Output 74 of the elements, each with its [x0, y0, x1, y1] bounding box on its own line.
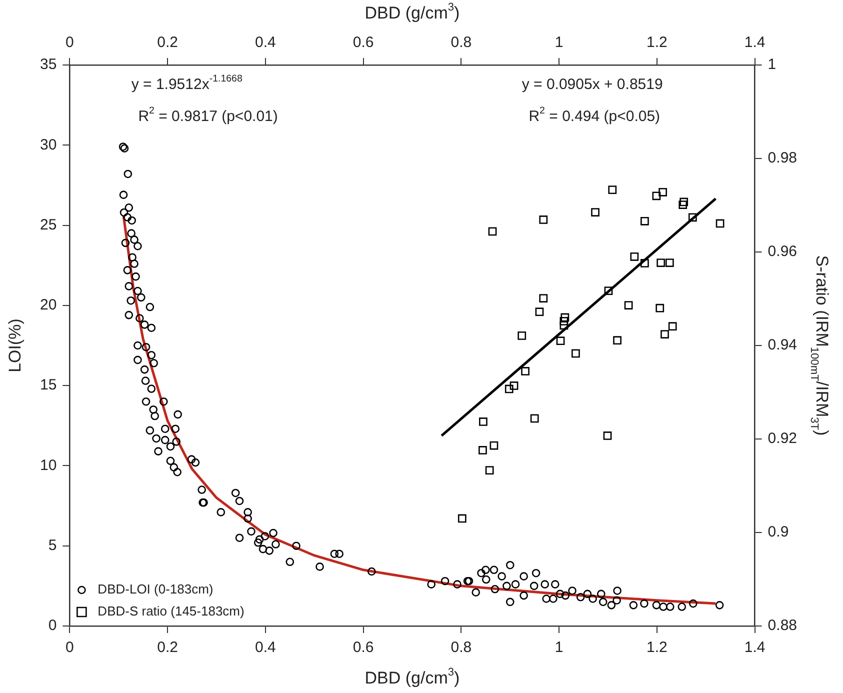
point [668, 322, 677, 331]
x2-tick-label: 0.8 [450, 34, 472, 52]
y-tick-label: 10 [40, 456, 57, 474]
point [478, 446, 487, 454]
point [656, 304, 664, 312]
point [640, 216, 649, 226]
x-tick-label: 0.8 [450, 639, 472, 656]
x-tick-label: 1.4 [744, 639, 766, 656]
point [518, 331, 526, 340]
x-tick-label: 0 [66, 639, 74, 656]
x2-tick-label: 0.4 [255, 34, 276, 52]
point [539, 294, 548, 302]
y2-tick-label: 0.9 [768, 524, 789, 541]
point [535, 308, 544, 316]
y-tick-label: 30 [40, 136, 57, 154]
x2-tick-label: 0 [66, 34, 74, 52]
x-tick-label: 0.6 [352, 639, 374, 656]
x2-tick-label: 1.2 [646, 34, 668, 52]
y2-tick-label: 0.98 [768, 150, 798, 167]
y2-tick-label: 0.94 [768, 336, 798, 354]
point [560, 317, 568, 326]
point [591, 208, 600, 216]
point [656, 258, 666, 267]
y2-tick-label: 0.96 [768, 243, 798, 260]
point [665, 258, 674, 267]
point [604, 286, 613, 295]
annotation: y = 0.0905x + 0.8519 [522, 76, 663, 94]
legend-label: DBD-LOI (0-183cm) [98, 582, 214, 597]
y2-tick-label: 0.88 [768, 617, 798, 634]
y-tick-label: 5 [48, 537, 57, 554]
x-tick-label: 0.4 [255, 639, 276, 656]
x2-tick-label: 0.2 [157, 34, 178, 52]
point [539, 216, 548, 224]
point [716, 219, 724, 228]
y2-tick-label: 0.92 [768, 430, 798, 448]
y-tick-label: 20 [40, 296, 57, 314]
point [521, 367, 530, 376]
point [488, 227, 497, 236]
point [556, 336, 565, 346]
point [640, 259, 649, 268]
legend-label: DBD-S ratio (145-183cm) [98, 604, 244, 619]
point [458, 514, 466, 523]
point [678, 200, 688, 209]
point [688, 213, 697, 222]
point [660, 330, 669, 338]
x-tick-label: 0.2 [157, 639, 178, 656]
point [603, 432, 612, 440]
x-tick-label: 1.2 [646, 639, 668, 656]
point [680, 198, 688, 206]
point [630, 252, 639, 261]
point [560, 313, 570, 322]
point [572, 349, 580, 358]
point [479, 418, 488, 426]
point [658, 188, 667, 196]
y-tick-label: 15 [40, 376, 57, 394]
y-tick-label: 35 [40, 56, 57, 74]
point [652, 192, 661, 200]
x2-tick-label: 0.6 [352, 34, 374, 52]
point [608, 186, 617, 194]
x2-tick-label: 1.4 [744, 34, 766, 52]
point [624, 301, 633, 310]
x2-tick-label: 1 [554, 34, 564, 52]
x-tick-label: 1 [554, 639, 564, 656]
point [613, 336, 622, 345]
y2-axis-title: S-ratio (IRM100mT/IRM3T) [808, 255, 832, 436]
point [510, 382, 518, 390]
y-axis-title: LOI(%) [6, 318, 25, 372]
point [485, 466, 494, 475]
point [530, 414, 539, 423]
y-tick-label: 0 [48, 617, 57, 634]
y-tick-label: 25 [40, 216, 57, 234]
y2-tick-label: 1 [768, 56, 776, 74]
point [490, 441, 498, 450]
point [504, 384, 514, 394]
